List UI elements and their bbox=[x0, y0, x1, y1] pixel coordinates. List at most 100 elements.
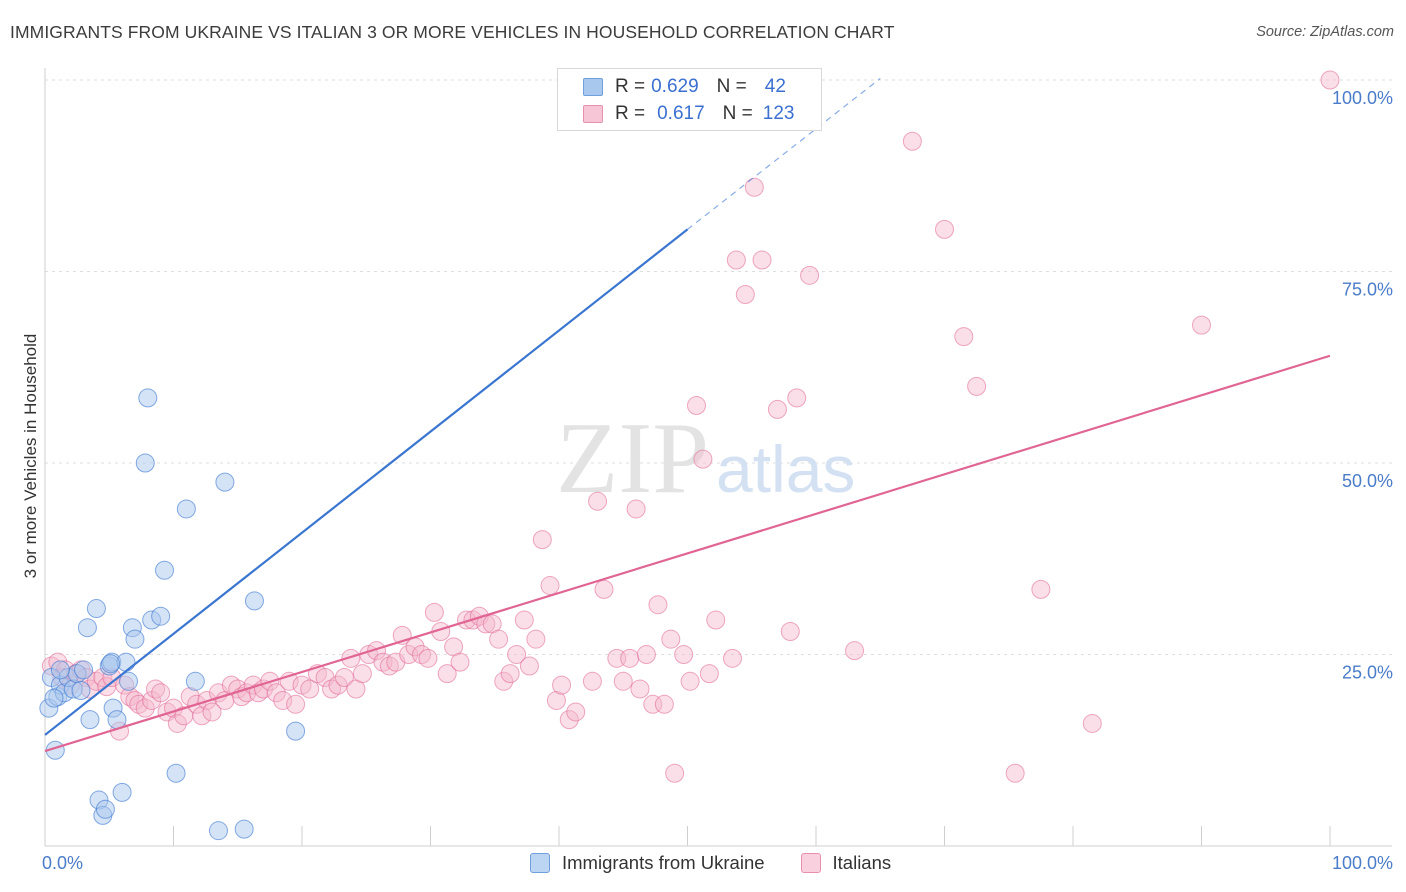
italians-point bbox=[519, 656, 539, 676]
ukraine-point bbox=[50, 660, 70, 680]
ukraine-trend-extension bbox=[687, 77, 881, 230]
italians-point bbox=[643, 694, 663, 714]
italians-point bbox=[559, 710, 579, 730]
y-tick-label: 50.0% bbox=[1342, 471, 1393, 491]
legend-r-value: 0.617 bbox=[657, 103, 705, 124]
italians-point bbox=[726, 250, 746, 270]
italians-point bbox=[489, 629, 509, 649]
italians-point bbox=[341, 648, 361, 668]
italians-point bbox=[588, 491, 608, 511]
ukraine-point bbox=[112, 782, 132, 802]
legend-row-italians: R = 0.617 N = 123 bbox=[583, 102, 794, 126]
italians-point bbox=[626, 499, 646, 519]
italians-point bbox=[693, 449, 713, 469]
ukraine-point bbox=[101, 654, 121, 674]
ukraine-point bbox=[166, 763, 186, 783]
italians-point bbox=[744, 177, 764, 197]
watermark-atlas: atlas bbox=[716, 432, 855, 506]
italians-point bbox=[514, 610, 534, 630]
italians-point bbox=[1192, 315, 1211, 335]
italians-point bbox=[780, 622, 800, 642]
italians-point bbox=[352, 664, 372, 684]
ukraine-point bbox=[95, 799, 115, 819]
ukraine-point bbox=[74, 660, 94, 680]
italians-point bbox=[686, 396, 706, 416]
italians-point bbox=[540, 576, 560, 596]
ukraine-trend-line bbox=[44, 228, 689, 736]
italians-point bbox=[424, 602, 444, 622]
italians-point bbox=[300, 679, 320, 699]
italians-point bbox=[954, 327, 974, 347]
trend-lines bbox=[44, 77, 1331, 753]
ukraine-point bbox=[125, 629, 145, 649]
watermark: ZIP atlas bbox=[556, 402, 855, 515]
y-tick-label: 100.0% bbox=[1332, 88, 1393, 108]
legend-label-italians: Italians bbox=[832, 852, 892, 873]
legend-item-italians: Italians bbox=[800, 852, 892, 874]
italians-point bbox=[613, 671, 633, 691]
italians-point bbox=[566, 702, 586, 722]
italians-point bbox=[167, 713, 187, 733]
legend-row-ukraine: R = 0.629 N = 42 bbox=[583, 75, 786, 99]
ukraine-point bbox=[286, 721, 306, 741]
italians-point bbox=[636, 645, 656, 664]
ukraine-point bbox=[155, 560, 175, 580]
italians-point bbox=[845, 641, 865, 661]
ukraine-point bbox=[215, 472, 235, 492]
legend-item-ukraine: Immigrants from Ukraine bbox=[530, 852, 765, 874]
y-tick-label: 25.0% bbox=[1342, 663, 1393, 683]
italians-point bbox=[146, 679, 166, 699]
series-legend: Immigrants from Ukraine Italians bbox=[530, 852, 927, 874]
chart-source: Source: ZipAtlas.com bbox=[1256, 24, 1394, 40]
italians-point bbox=[151, 683, 171, 703]
italians-point bbox=[552, 675, 572, 695]
italians-point bbox=[286, 694, 306, 714]
italians-point bbox=[418, 648, 438, 668]
italians-point bbox=[202, 702, 222, 722]
italians-point bbox=[665, 763, 685, 783]
legend-r-value: 0.629 bbox=[651, 76, 699, 97]
italians-points bbox=[41, 70, 1340, 783]
italians-point bbox=[648, 595, 668, 615]
italians-point bbox=[532, 530, 552, 550]
italians-point bbox=[546, 690, 566, 710]
x-tick-label: 100.0% bbox=[1332, 853, 1393, 873]
italians-point bbox=[1082, 713, 1102, 733]
legend-n-value: 42 bbox=[764, 76, 786, 97]
italians-point bbox=[661, 629, 681, 649]
legend-n-value: 123 bbox=[762, 103, 795, 124]
italians-point bbox=[507, 645, 527, 664]
ukraine-point bbox=[185, 671, 205, 691]
ukraine-point bbox=[176, 499, 196, 519]
italians-point bbox=[787, 388, 807, 408]
legend-r-label: R = bbox=[615, 103, 646, 124]
italians-point bbox=[437, 664, 457, 684]
italians-point bbox=[125, 690, 145, 710]
legend-label-ukraine: Immigrants from Ukraine bbox=[562, 852, 765, 873]
italians-point bbox=[935, 219, 954, 239]
italians-point bbox=[722, 648, 742, 668]
legend-swatch-italians bbox=[800, 853, 821, 873]
italians-point bbox=[735, 284, 755, 304]
italians-point bbox=[680, 671, 700, 691]
ukraine-point bbox=[77, 618, 97, 638]
ukraine-point bbox=[208, 821, 228, 841]
italians-point bbox=[494, 671, 514, 691]
legend-swatch-italians bbox=[583, 105, 603, 123]
tick-labels: 25.0% 50.0% 75.0% 100.0% 0.0% 100.0% bbox=[42, 88, 1393, 873]
italians-point bbox=[450, 652, 470, 672]
x-tick-label: 0.0% bbox=[42, 853, 83, 873]
stats-legend: R = 0.629 N = 42 R = 0.617 N = 123 bbox=[557, 68, 822, 131]
grid-lines bbox=[45, 79, 1392, 655]
italians-point bbox=[902, 131, 922, 151]
legend-swatch-ukraine bbox=[583, 78, 603, 96]
legend-r-label: R = bbox=[615, 76, 646, 97]
italians-point bbox=[699, 664, 719, 684]
italians-point bbox=[654, 694, 674, 714]
italians-point bbox=[752, 250, 772, 270]
italians-point bbox=[582, 671, 602, 691]
italians-point bbox=[1320, 70, 1340, 90]
italians-point bbox=[594, 579, 614, 599]
italians-trend-line bbox=[44, 354, 1331, 753]
